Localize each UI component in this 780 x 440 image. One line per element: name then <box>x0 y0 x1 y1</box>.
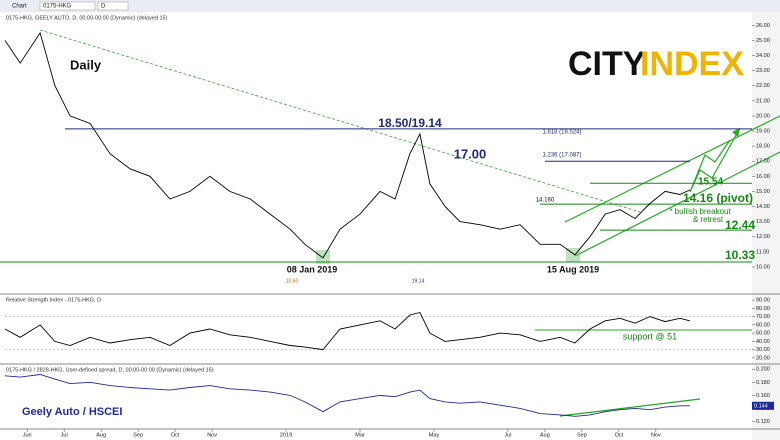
annotation: * bullish breakout <box>669 207 731 216</box>
x-tick-label: Mar <box>355 432 365 438</box>
toolbar-tab[interactable]: Chart <box>12 4 27 10</box>
y-tick-label: 80.00 <box>756 306 770 312</box>
panel-label: Geely Auto / HSCEI <box>22 406 122 418</box>
x-tick-label: Oct <box>171 432 180 438</box>
level-label: 18.50/19.14 <box>378 116 442 130</box>
interval-box[interactable] <box>97 1 129 11</box>
y-tick-label: 50.00 <box>756 331 770 337</box>
y-tick-label: 70.00 <box>756 314 770 320</box>
level-label: 14.16 (pivot) <box>683 191 753 205</box>
y-tick-label: 25.00 <box>756 38 770 44</box>
x-tick-label: Sep <box>577 432 587 438</box>
x-tick-label: Jul <box>61 432 68 438</box>
y-tick-label: 21.00 <box>756 98 770 104</box>
x-tick-label: Sep <box>133 432 143 438</box>
x-tick-label: Jul <box>504 432 511 438</box>
y-tick-label: 12.00 <box>756 234 770 240</box>
annotation: 1.618 (18.524) <box>542 130 581 136</box>
x-tick-label: Jun <box>23 432 32 438</box>
logo: CITY INDEX <box>568 45 744 83</box>
y-tick-label: 0.160 <box>756 393 770 399</box>
y-tick-label: 60.00 <box>756 322 770 328</box>
symbol-box[interactable] <box>39 1 96 11</box>
annotation: 14.160 <box>536 198 555 204</box>
y-tick-label: 22.00 <box>756 83 770 89</box>
series-line <box>4 311 691 351</box>
y-tick-label: 24.00 <box>756 53 770 59</box>
level-label: 10.33 <box>725 248 755 262</box>
logo-index: INDEX <box>640 45 744 83</box>
y-tick-label: 40.00 <box>756 339 770 345</box>
annotation: & retrest <box>693 215 724 224</box>
x-tick-label: Aug <box>540 432 550 438</box>
level-label: 17.00 <box>454 146 487 161</box>
y-tick-label: 23.00 <box>756 68 770 74</box>
projection-arrow <box>689 139 731 193</box>
level-label: 12.44 <box>725 218 755 232</box>
x-tick-label: Nov <box>207 432 217 438</box>
y-tick-label: 14.00 <box>756 204 770 210</box>
y-tick-label: 0.180 <box>756 380 770 386</box>
last-value-box <box>752 401 774 410</box>
y-tick-label: 0.200 <box>756 367 770 373</box>
low-box <box>316 250 330 264</box>
y-tick-label: 13.00 <box>756 219 770 225</box>
y-tick-label: 26.00 <box>756 23 770 29</box>
trend-line <box>39 29 641 213</box>
y-tick-label: 19.00 <box>756 128 770 134</box>
y-tick-label: 17.00 <box>756 159 770 165</box>
annotation: 19.14 <box>412 278 425 284</box>
x-tick-label: 2019 <box>280 432 292 438</box>
toolbar-interval[interactable]: D <box>101 4 106 10</box>
spread-trend-line <box>559 398 701 417</box>
level-label: support @ 51 <box>623 331 677 341</box>
y-tick-label: 10.00 <box>756 264 770 270</box>
toolbar-symbol[interactable]: 0175-HKG <box>43 4 72 10</box>
toolbar <box>0 0 780 12</box>
x-tick-label: May <box>429 432 440 438</box>
panel-title: Relative Strength Index - 0175-HKG, D <box>6 297 101 303</box>
y-tick-label: 15.00 <box>756 189 770 195</box>
y-tick-label: 0.120 <box>756 419 770 425</box>
y-tick-label: 11.00 <box>756 249 769 255</box>
annotation: 1.236 (17.087) <box>542 153 581 159</box>
y-tick-label: 18.00 <box>756 144 770 150</box>
logo-city: CITY <box>568 45 646 83</box>
panel-label: Daily <box>70 57 102 72</box>
y-tick-label: 20.00 <box>756 355 770 361</box>
panel-title: 0175-HKG, GEELY AUTO, D, 00:00-00:00 (Dy… <box>6 15 168 21</box>
level-label: 15.54 <box>698 177 723 188</box>
annotation: 10.60 <box>286 278 299 284</box>
series-line <box>4 374 690 417</box>
x-tick-label: Nov <box>651 432 661 438</box>
annotation: 15 Aug 2019 <box>547 264 599 274</box>
annotation: 08 Jan 2019 <box>287 264 338 274</box>
y-tick-label: 20.00 <box>756 113 770 119</box>
price-axis <box>752 12 780 440</box>
x-tick-label: Aug <box>96 432 106 438</box>
y-tick-label: 30.00 <box>756 347 770 353</box>
x-tick-label: Oct <box>615 432 624 438</box>
panel-title: 0175-HKG / 2828-HKG, User-defined spread… <box>6 367 214 373</box>
arrow-head <box>732 128 740 137</box>
series-line <box>4 31 691 259</box>
last-value-label: 0.144 <box>754 403 768 409</box>
y-tick-label: 16.00 <box>756 174 770 180</box>
y-tick-label: 90.00 <box>756 298 770 304</box>
